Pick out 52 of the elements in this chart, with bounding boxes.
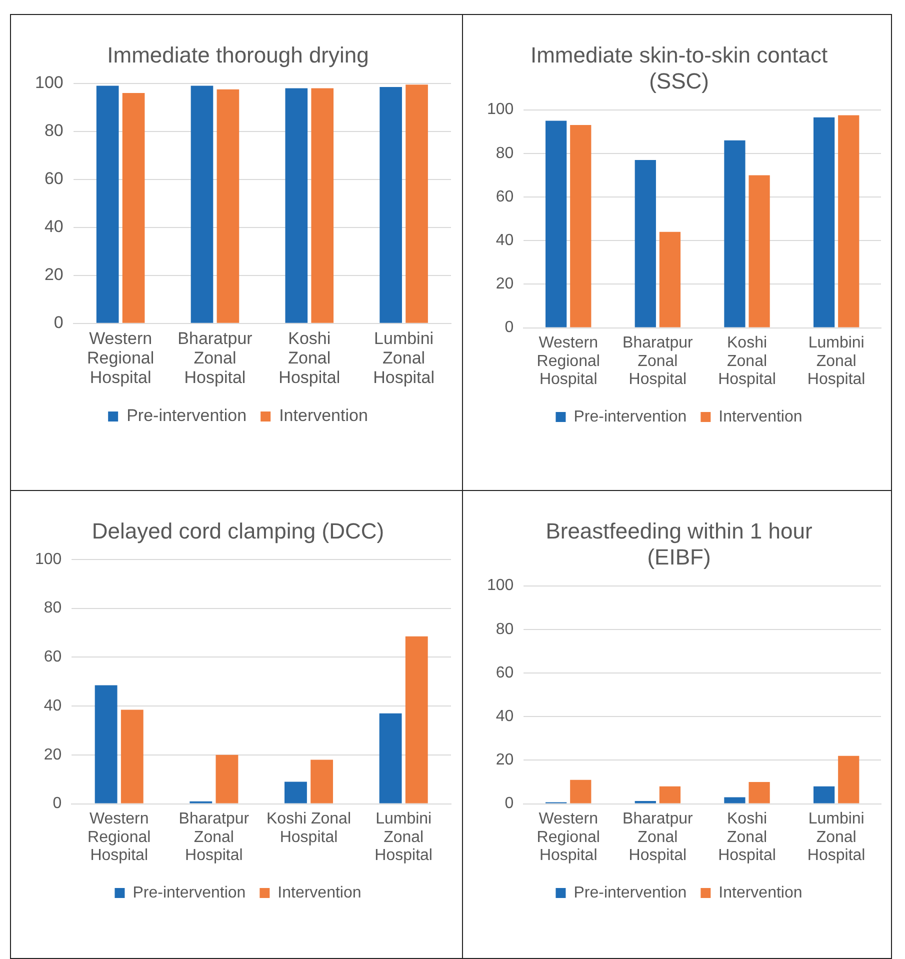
- y-tick-label: 20: [496, 276, 514, 293]
- y-tick-label: 40: [496, 708, 514, 726]
- chart-title: Delayed cord clamping (DCC): [92, 518, 384, 544]
- legend-label: Intervention: [278, 884, 362, 902]
- y-tick-label: 20: [44, 265, 64, 284]
- x-tick-label: Bharatpur Zonal Hospital: [178, 328, 253, 387]
- y-tick-label: 0: [504, 319, 514, 336]
- y-tick-label: 40: [496, 232, 514, 250]
- y-tick-label: 0: [504, 795, 514, 812]
- y-tick-label: 60: [44, 169, 64, 188]
- x-tick-label: Lumbini Zonal Hospital: [373, 328, 435, 387]
- y-tick-label: 100: [34, 73, 64, 92]
- x-tick-label: Western Regional Hospital: [88, 810, 151, 864]
- legend-label: Pre-intervention: [574, 884, 687, 902]
- legend-label: Intervention: [718, 408, 802, 426]
- legend-label: Intervention: [718, 884, 802, 902]
- y-tick-label: 100: [486, 577, 514, 594]
- y-tick-label: 0: [52, 795, 62, 812]
- legend-label: Pre-intervention: [126, 406, 247, 426]
- y-tick-label: 60: [496, 664, 514, 682]
- x-tick-label: Bharatpur Zonal Hospital: [622, 810, 694, 864]
- y-tick-label: 40: [44, 217, 64, 236]
- x-tick-label: Western Regional Hospital: [536, 810, 600, 864]
- y-tick-label: 60: [44, 648, 62, 666]
- x-tick-label: Koshi Zonal Hospital: [266, 810, 352, 846]
- y-tick-label: 40: [44, 697, 62, 714]
- x-tick-label: Western Regional Hospital: [536, 334, 600, 388]
- y-tick-label: 80: [44, 600, 62, 617]
- chart-title: Immediate thorough drying: [107, 42, 369, 68]
- legend-label: Pre-intervention: [574, 408, 687, 426]
- legend-label: Pre-intervention: [132, 884, 246, 902]
- y-tick-label: 20: [44, 746, 62, 764]
- y-tick-label: 20: [496, 752, 514, 769]
- y-tick-label: 60: [496, 188, 514, 206]
- x-tick-label: Lumbini Zonal Hospital: [374, 810, 432, 864]
- x-tick-label: Lumbini Zonal Hospital: [807, 334, 866, 388]
- x-tick-label: Bharatpur Zonal Hospital: [178, 810, 250, 864]
- y-tick-label: 80: [44, 121, 64, 140]
- x-tick-label: Koshi Zonal Hospital: [278, 328, 340, 387]
- y-tick-label: 80: [496, 620, 514, 638]
- chart-title: Breastfeeding within 1 hour (EIBF): [546, 518, 812, 570]
- y-tick-label: 100: [34, 550, 62, 568]
- x-tick-label: Koshi Zonal Hospital: [718, 334, 776, 388]
- x-tick-label: Western Regional Hospital: [87, 328, 154, 387]
- chart-title: Immediate skin-to-skin contact (SSC): [530, 42, 828, 94]
- y-tick-label: 80: [496, 144, 514, 162]
- y-tick-label: 0: [54, 313, 64, 332]
- x-tick-label: Koshi Zonal Hospital: [718, 810, 776, 864]
- x-tick-label: Lumbini Zonal Hospital: [807, 810, 866, 864]
- y-tick-label: 100: [486, 101, 514, 118]
- x-tick-label: Bharatpur Zonal Hospital: [622, 334, 694, 388]
- legend-label: Intervention: [279, 406, 368, 426]
